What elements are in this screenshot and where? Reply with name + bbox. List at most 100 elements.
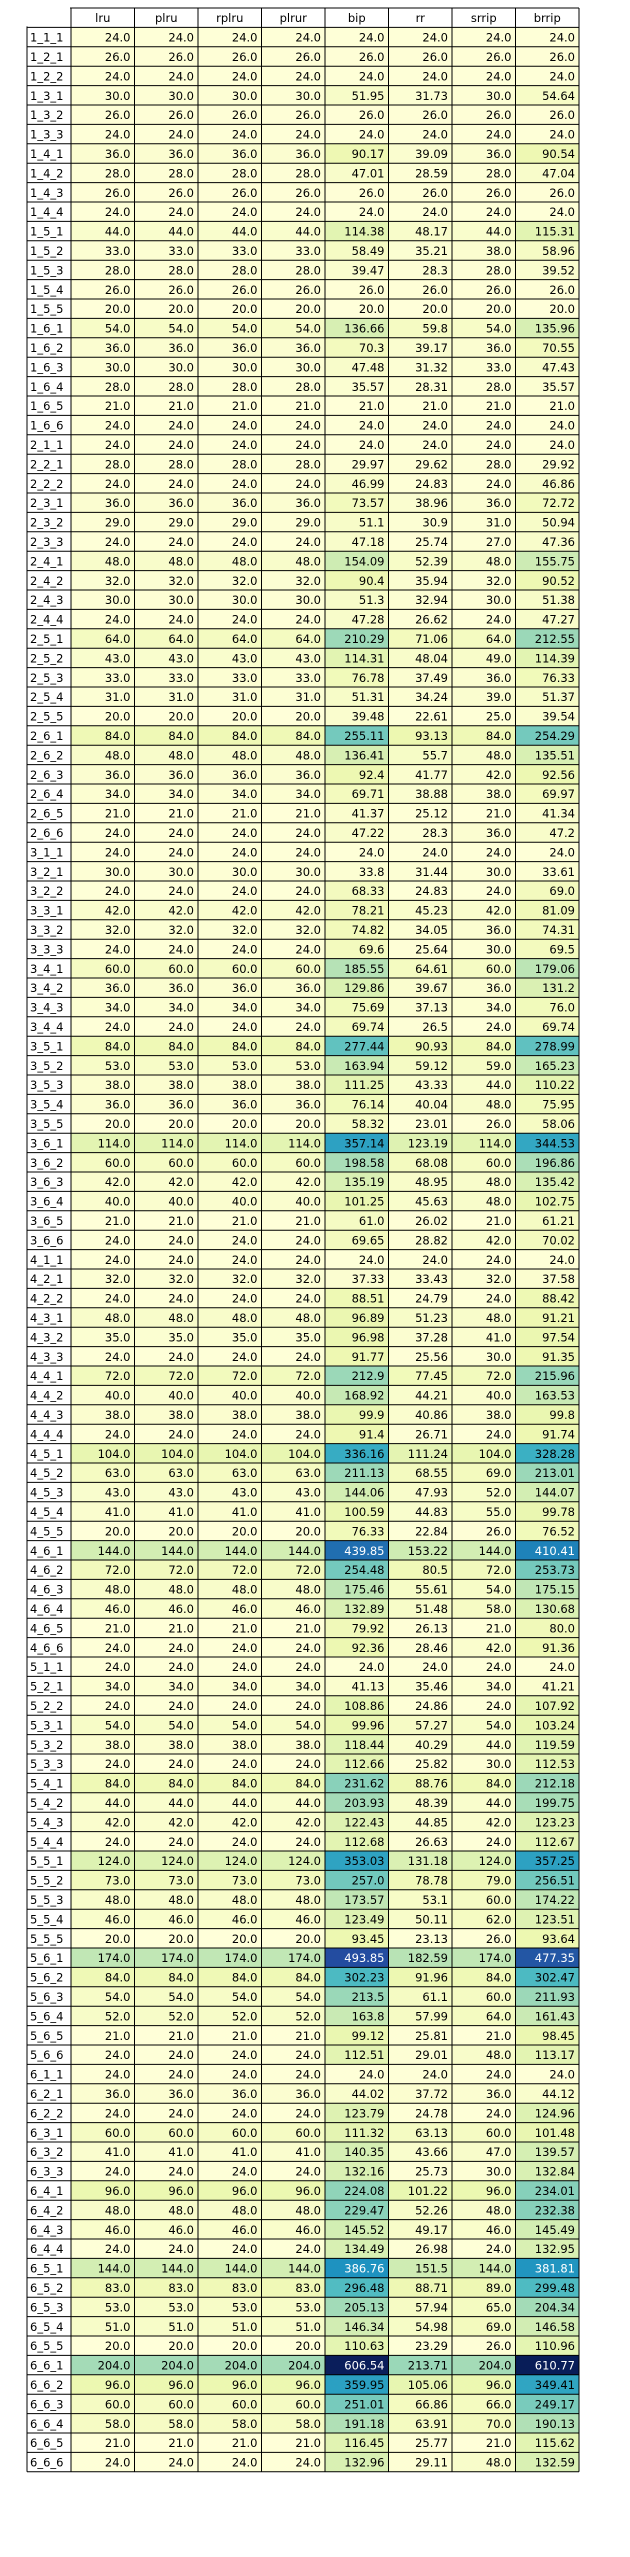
heat-cell-1_2_1-rplru xyxy=(198,46,262,67)
heat-cell-4_4_3-rplru xyxy=(198,1404,262,1425)
cell-value-5_5_4-lru: 46.0 xyxy=(105,1912,131,1926)
heat-cell-4_5_5-plrur xyxy=(261,1521,325,1541)
cell-value-1_5_4-srrip: 26.0 xyxy=(486,283,512,297)
cell-value-1_2_1-rplru: 26.0 xyxy=(232,50,258,64)
cell-value-2_4_3-srrip: 30.0 xyxy=(486,593,512,607)
heat-cell-1_4_4-bip xyxy=(325,202,389,222)
cell-value-1_4_3-brrip: 26.0 xyxy=(549,186,575,200)
heat-cell-3_5_2-brrip xyxy=(515,1055,579,1075)
heat-cell-1_5_4-bip xyxy=(325,279,389,299)
cell-value-3_4_4-bip: 69.74 xyxy=(352,1020,385,1034)
cell-value-5_2_2-srrip: 24.0 xyxy=(486,1699,512,1713)
cell-value-5_5_5-plru: 20.0 xyxy=(168,1932,194,1946)
cell-value-2_6_3-bip: 92.4 xyxy=(359,768,385,782)
heat-cell-4_5_1-rr xyxy=(388,1443,452,1463)
heat-cell-1_4_3-bip xyxy=(325,182,389,202)
cell-value-6_1_1-rplru: 24.0 xyxy=(232,2068,258,2082)
cell-value-2_6_3-brrip: 92.56 xyxy=(542,768,575,782)
cell-value-4_1_1-rplru: 24.0 xyxy=(232,1253,258,1267)
heat-cell-6_6_1-bip xyxy=(325,2355,389,2375)
heat-cell-6_3_2-srrip xyxy=(452,2142,516,2162)
cell-value-5_6_5-rplru: 21.0 xyxy=(232,2029,258,2043)
heat-cell-6_3_2-lru xyxy=(71,2142,135,2162)
cell-value-6_3_2-bip: 140.35 xyxy=(344,2145,384,2159)
cell-value-1_3_1-plru: 30.0 xyxy=(168,89,194,103)
heat-cell-4_5_3-plrur xyxy=(261,1482,325,1502)
cell-value-3_5_1-plrur: 84.0 xyxy=(295,1039,321,1053)
cell-value-1_3_3-brrip: 24.0 xyxy=(549,128,575,142)
row-label-2_5_5: 2_5_5 xyxy=(30,710,63,724)
heat-cell-1_1_1-bip xyxy=(325,27,389,47)
heat-cell-3_5_1-lru xyxy=(71,1036,135,1056)
heat-cell-3_4_1-plru xyxy=(134,958,198,978)
cell-value-6_2_1-rr: 37.72 xyxy=(415,2087,448,2101)
heat-cell-4_2_1-rr xyxy=(388,1269,452,1289)
cell-value-1_4_1-bip: 90.17 xyxy=(352,147,385,161)
cell-value-1_1_1-brrip: 24.0 xyxy=(549,31,575,45)
heat-cell-2_6_4-bip xyxy=(325,784,389,804)
heat-cell-2_2_2-rplru xyxy=(198,473,262,493)
heat-cell-2_3_2-plrur xyxy=(261,512,325,532)
cell-value-6_6_2-brrip: 349.41 xyxy=(535,2378,575,2392)
heat-cell-1_5_4-rr xyxy=(388,279,452,299)
heat-cell-6_6_5-rplru xyxy=(198,2433,262,2453)
cell-value-3_6_2-lru: 60.0 xyxy=(105,1156,131,1170)
row-label-4_1_1: 4_1_1 xyxy=(30,1253,63,1267)
row-label-4_5_4: 4_5_4 xyxy=(30,1505,63,1519)
cell-value-5_5_1-plrur: 124.0 xyxy=(288,1854,321,1868)
heat-cell-3_4_3-plru xyxy=(134,997,198,1017)
cell-value-4_5_3-srrip: 52.0 xyxy=(486,1486,512,1500)
cell-value-3_4_4-rr: 26.5 xyxy=(422,1020,448,1034)
heat-cell-4_6_2-rplru xyxy=(198,1560,262,1580)
cell-value-1_3_1-srrip: 30.0 xyxy=(486,89,512,103)
cell-value-2_4_2-plru: 32.0 xyxy=(168,574,194,588)
heat-cell-1_6_3-bip xyxy=(325,357,389,377)
heat-cell-4_6_2-bip xyxy=(325,1560,389,1580)
heat-cell-6_5_2-plru xyxy=(134,2277,198,2298)
cell-value-1_4_2-plrur: 28.0 xyxy=(295,166,321,180)
heat-cell-4_3_3-plrur xyxy=(261,1346,325,1366)
cell-value-1_3_1-lru: 30.0 xyxy=(105,89,131,103)
cell-value-1_5_3-plru: 28.0 xyxy=(168,263,194,277)
heat-cell-1_1_1-rr xyxy=(388,27,452,47)
cell-value-5_5_4-brrip: 123.51 xyxy=(535,1912,575,1926)
cell-value-4_6_5-brrip: 80.0 xyxy=(549,1621,575,1635)
cell-value-2_6_4-bip: 69.71 xyxy=(352,787,385,801)
heat-cell-1_6_2-srrip xyxy=(452,337,516,358)
cell-value-1_4_1-plrur: 36.0 xyxy=(295,147,321,161)
heat-cell-3_5_3-plru xyxy=(134,1075,198,1095)
cell-value-6_5_5-rplru: 20.0 xyxy=(232,2339,258,2353)
heat-cell-2_4_3-lru xyxy=(71,590,135,610)
row-label-6_6_1: 6_6_1 xyxy=(30,2359,63,2373)
row-label-6_4_3: 6_4_3 xyxy=(30,2223,63,2237)
cell-value-2_3_3-plrur: 24.0 xyxy=(295,535,321,549)
heat-cell-3_4_1-rr xyxy=(388,958,452,978)
cell-value-5_6_1-bip: 493.85 xyxy=(344,1951,384,1965)
cell-value-4_3_3-rplru: 24.0 xyxy=(232,1350,258,1364)
heat-cell-3_2_2-plru xyxy=(134,881,198,901)
cell-value-1_4_1-rplru: 36.0 xyxy=(232,147,258,161)
heat-cell-3_2_1-bip xyxy=(325,861,389,881)
cell-value-4_6_4-brrip: 130.68 xyxy=(535,1602,575,1616)
heat-cell-6_4_2-brrip xyxy=(515,2200,579,2220)
cell-value-4_4_4-bip: 91.4 xyxy=(359,1427,385,1441)
heat-cell-5_6_1-rplru xyxy=(198,1948,262,1968)
cell-value-1_6_2-srrip: 36.0 xyxy=(486,341,512,355)
cell-value-3_5_1-brrip: 278.99 xyxy=(535,1039,575,1053)
cell-value-1_6_5-rr: 21.0 xyxy=(422,399,448,413)
cell-value-4_3_2-plru: 35.0 xyxy=(168,1330,194,1344)
cell-value-6_5_5-bip: 110.63 xyxy=(344,2339,384,2353)
cell-value-2_5_4-plru: 31.0 xyxy=(168,690,194,704)
heat-cell-4_5_3-brrip xyxy=(515,1482,579,1502)
heat-cell-3_4_3-lru xyxy=(71,997,135,1017)
cell-value-1_6_2-bip: 70.3 xyxy=(359,341,385,355)
heat-cell-1_5_1-bip xyxy=(325,221,389,241)
cell-value-6_3_3-plru: 24.0 xyxy=(168,2165,194,2179)
heat-cell-1_5_4-plrur xyxy=(261,279,325,299)
cell-value-5_3_1-srrip: 54.0 xyxy=(486,1718,512,1732)
row-label-1_2_2: 1_2_2 xyxy=(30,69,63,83)
heat-cell-1_4_3-srrip xyxy=(452,182,516,202)
heat-cell-1_2_1-plru xyxy=(134,46,198,67)
heat-cell-3_4_2-rr xyxy=(388,978,452,998)
